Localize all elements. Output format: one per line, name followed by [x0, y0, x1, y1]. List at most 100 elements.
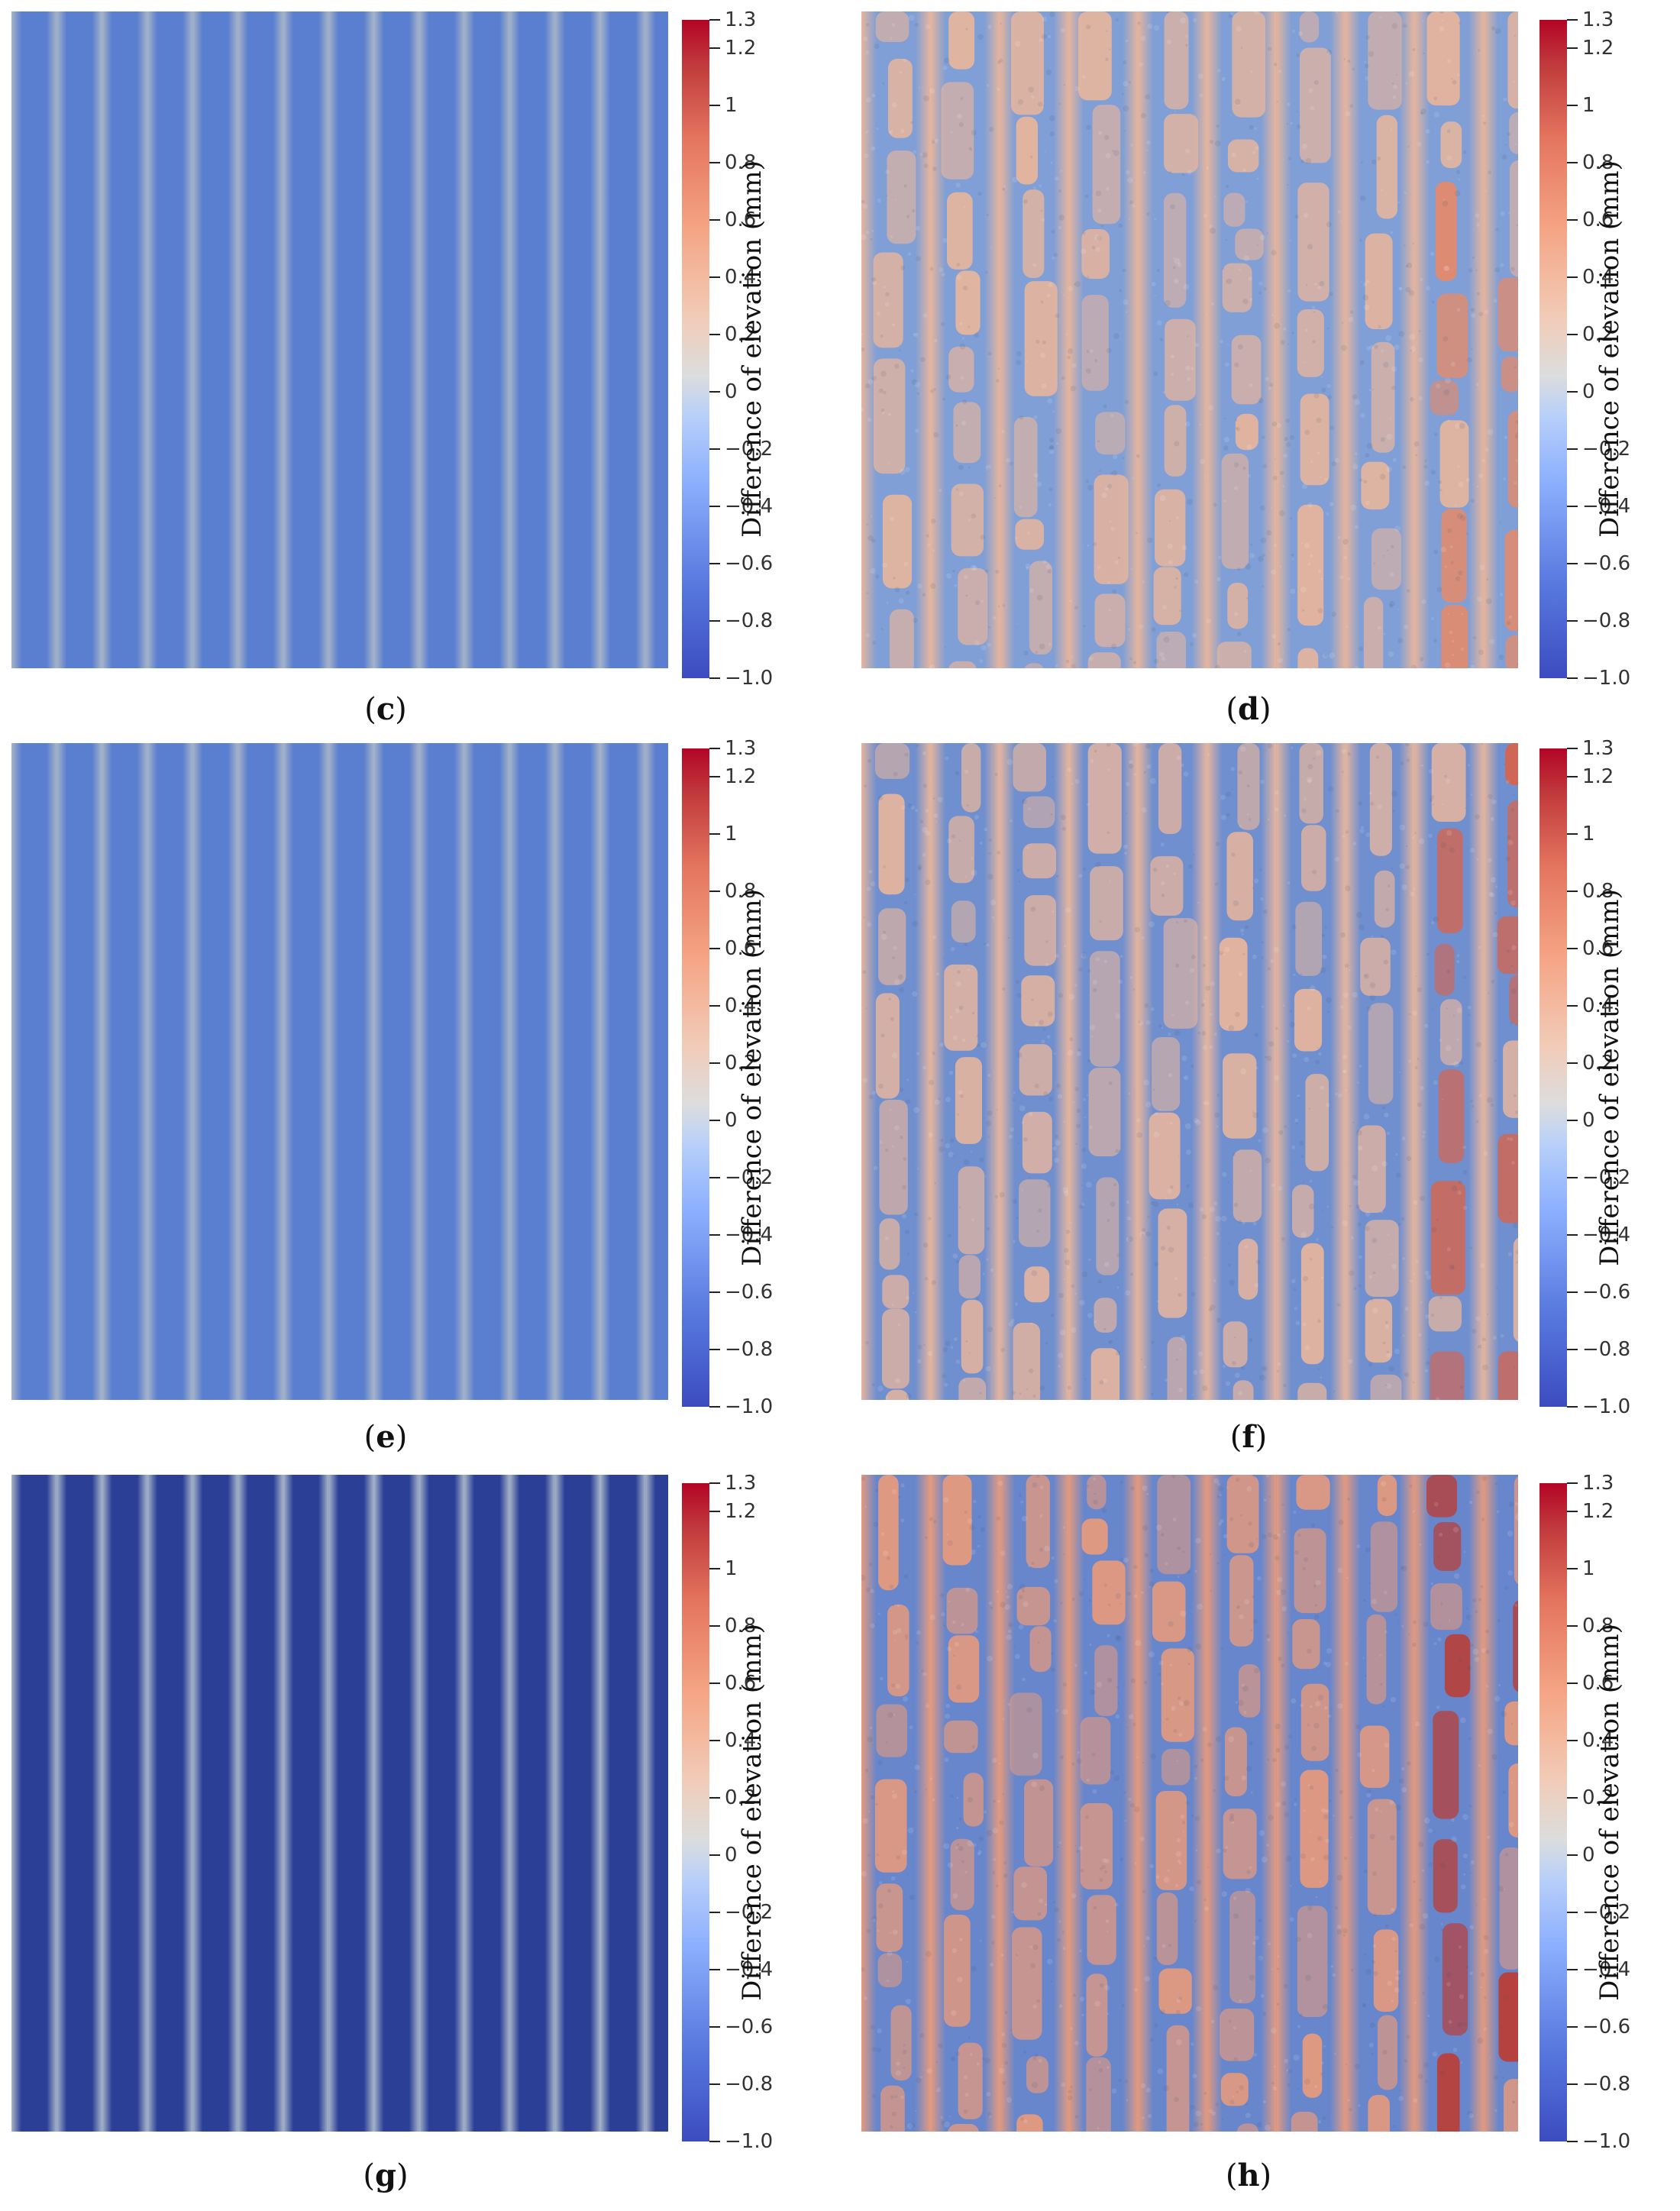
surface-texture	[1310, 1258, 1313, 1261]
surface-texture	[1363, 973, 1369, 979]
surface-texture	[1125, 1290, 1131, 1296]
surface-texture	[1245, 2112, 1251, 2119]
surface-texture	[1260, 779, 1265, 784]
ridge-patch	[1086, 1973, 1108, 2057]
surface-texture	[1390, 1696, 1397, 1703]
surface-texture	[889, 1584, 894, 1589]
surface-texture	[1108, 1081, 1113, 1085]
ridge-patch	[1513, 1237, 1518, 1343]
colorbar-tick-label: −1.0	[1582, 1395, 1631, 1418]
surface-texture	[1415, 975, 1417, 978]
surface-texture	[1281, 485, 1284, 488]
surface-texture	[1310, 1857, 1315, 1861]
surface-texture	[1173, 1728, 1178, 1734]
surface-texture	[1394, 1950, 1397, 1953]
surface-texture	[1451, 1836, 1457, 1842]
surface-texture	[969, 1524, 975, 1531]
surface-texture	[1039, 184, 1042, 187]
surface-texture	[1146, 764, 1152, 769]
surface-texture	[1175, 577, 1178, 580]
ridge-patch	[963, 1773, 984, 1827]
surface-texture	[1246, 784, 1250, 787]
surface-texture	[1294, 1802, 1297, 1806]
colorbar-title: Difference of elevation (mm)	[1594, 160, 1625, 538]
surface-texture	[890, 37, 893, 40]
surface-texture	[1170, 1185, 1174, 1189]
surface-texture	[1057, 1094, 1063, 1099]
surface-texture	[955, 2051, 960, 2056]
surface-texture	[1252, 954, 1257, 959]
surface-texture	[1151, 281, 1156, 286]
surface-texture	[1433, 916, 1439, 923]
surface-texture	[1339, 1005, 1344, 1009]
surface-texture	[1063, 1553, 1065, 1555]
surface-texture	[892, 956, 895, 960]
surface-texture	[967, 1518, 973, 1524]
surface-texture	[1056, 1083, 1061, 1088]
surface-texture	[935, 820, 938, 823]
colorbar-tick-label: 0.4	[1582, 266, 1614, 289]
surface-texture	[958, 464, 964, 470]
surface-texture	[1308, 1107, 1310, 1110]
ridge-patch	[887, 150, 916, 244]
surface-texture	[1245, 596, 1249, 600]
surface-texture	[865, 23, 870, 27]
surface-texture	[1498, 655, 1504, 661]
surface-texture	[1352, 842, 1356, 845]
colorbar-tick-label: −1.0	[1582, 667, 1631, 690]
surface-texture	[1380, 1211, 1384, 1214]
ridge-patch	[1369, 743, 1392, 856]
surface-texture	[1222, 1365, 1226, 1369]
surface-texture	[863, 916, 865, 919]
surface-texture	[941, 322, 945, 327]
surface-texture	[1459, 422, 1465, 429]
surface-texture	[1252, 1112, 1259, 1119]
surface-texture	[1058, 993, 1064, 998]
surface-texture	[1197, 1031, 1200, 1035]
surface-texture	[1121, 92, 1124, 95]
surface-texture	[1184, 572, 1189, 577]
surface-texture	[1246, 444, 1252, 450]
surface-texture	[1194, 1776, 1197, 1780]
surface-texture	[1199, 1369, 1204, 1375]
surface-texture	[1064, 945, 1066, 948]
surface-texture	[1401, 1787, 1407, 1792]
surface-texture	[992, 1757, 997, 1763]
surface-texture	[1267, 818, 1270, 821]
surface-texture	[1216, 1562, 1220, 1565]
groove-stripe	[147, 11, 193, 668]
surface-texture	[1048, 487, 1053, 492]
surface-texture	[1510, 965, 1513, 968]
surface-texture	[1238, 971, 1242, 976]
surface-texture	[1142, 1889, 1145, 1893]
surface-texture	[1236, 26, 1242, 32]
surface-texture	[1347, 1025, 1352, 1030]
surface-texture	[961, 1623, 964, 1627]
surface-texture	[914, 1764, 920, 1770]
surface-texture	[1049, 438, 1055, 443]
colorbar-tick-label: 0.4	[725, 994, 757, 1018]
ridge-patch	[1024, 1266, 1050, 1303]
surface-texture	[1000, 1954, 1004, 1957]
surface-texture	[1005, 457, 1010, 463]
colorbar-tick	[1567, 47, 1578, 50]
surface-texture	[1491, 1754, 1497, 1760]
surface-texture	[974, 332, 980, 338]
surface-texture	[950, 947, 955, 952]
surface-texture	[1109, 880, 1111, 882]
surface-texture	[1285, 419, 1290, 423]
surface-texture	[1194, 342, 1200, 347]
surface-texture	[937, 797, 943, 803]
colorbar-tick	[1567, 219, 1578, 221]
surface-texture	[1450, 77, 1453, 80]
surface-texture	[1058, 215, 1065, 221]
surface-texture	[992, 1828, 999, 1834]
surface-texture	[1372, 1871, 1377, 1876]
surface-texture	[1500, 1333, 1504, 1338]
surface-texture	[1007, 1702, 1011, 1706]
surface-texture	[1036, 1230, 1039, 1233]
surface-texture	[1428, 1862, 1433, 1867]
surface-texture	[1465, 532, 1468, 535]
surface-texture	[1426, 11, 1431, 15]
ridge-patch	[882, 1309, 909, 1389]
